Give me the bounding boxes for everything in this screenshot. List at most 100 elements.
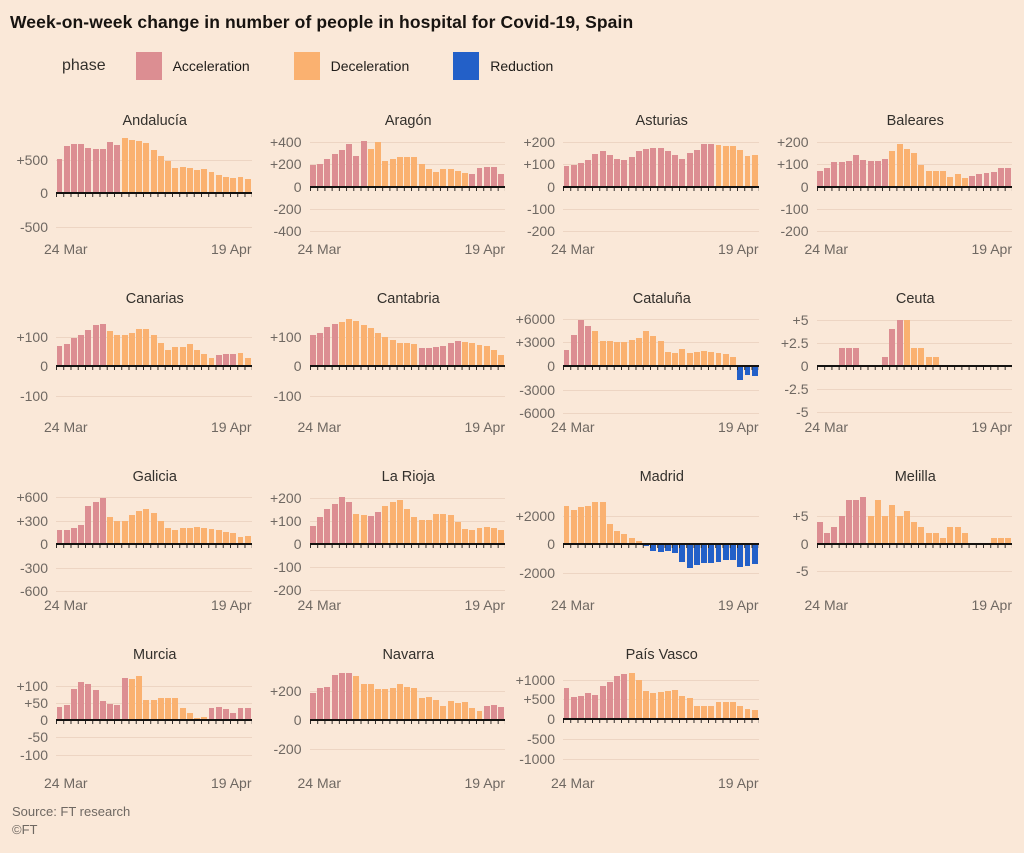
bar-cataluna-16	[672, 352, 679, 366]
bar-melilla-14	[911, 521, 918, 544]
panel-title: La Rioja	[381, 469, 435, 485]
bar-aragon-1	[310, 164, 316, 187]
gridline	[56, 226, 252, 228]
bar-murcia-19	[186, 713, 193, 721]
y-tick-label: +600	[16, 488, 48, 505]
bars	[563, 667, 759, 771]
bar-andalucia-23	[215, 175, 222, 194]
bar-canarias-17	[172, 347, 179, 367]
plot	[816, 133, 1012, 237]
bar-aragon-23	[469, 174, 476, 187]
bar-cataluna-21	[708, 351, 715, 366]
bar-baleares-12	[896, 144, 903, 187]
y-tick-label: +3000	[515, 334, 555, 351]
bar-andalucia-24	[223, 176, 229, 194]
x-label-end: 19 Apr	[464, 597, 505, 613]
gridline	[816, 571, 1012, 573]
bar-galicia-27	[244, 536, 251, 545]
bar-asturias-10	[628, 157, 635, 187]
bar-pais-vasco-12	[643, 691, 650, 720]
bar-ceuta-15	[918, 347, 925, 367]
bars	[310, 489, 506, 593]
bar-andalucia-8	[107, 142, 114, 194]
bar-andalucia-12	[136, 141, 143, 194]
bar-ceuta-11	[889, 329, 896, 367]
bar-asturias-16	[672, 155, 679, 187]
x-label-end: 19 Apr	[718, 597, 759, 613]
x-axis-labels: 24 Mar 19 Apr	[551, 597, 761, 613]
bar-madrid-19	[693, 544, 700, 566]
bar-navarra-3	[324, 687, 331, 720]
zero-axis-line	[56, 543, 252, 546]
bar-murcia-1	[56, 707, 63, 721]
zero-axis-line	[56, 192, 252, 195]
bar-navarra-7	[353, 675, 360, 720]
gridline	[56, 685, 252, 687]
y-tick-label: +2.5	[780, 335, 809, 352]
gridline	[816, 320, 1012, 322]
y-tick-label: -200	[273, 582, 302, 599]
panel-cataluna: Cataluña +6000 +3000 0 -3000 -6000 24 Mar 19 Ap…	[515, 289, 761, 439]
panel-title: Aragón	[384, 113, 432, 129]
bar-la-rioja-9	[367, 515, 374, 544]
panel-title: Navarra	[382, 647, 435, 663]
bar-galicia-8	[107, 516, 114, 545]
bar-baleares-21	[961, 178, 968, 187]
x-label-start: 24 Mar	[804, 419, 849, 435]
bar-asturias-3	[577, 163, 584, 187]
bar-galicia-26	[237, 537, 244, 545]
bar-canarias-27	[244, 358, 251, 367]
bar-la-rioja-26	[491, 527, 497, 544]
plot-area: +6000 +3000 0 -3000 -6000	[515, 311, 761, 421]
bar-aragon-8	[360, 141, 367, 187]
x-label-end: 19 Apr	[211, 775, 252, 791]
bar-canarias-11	[128, 332, 135, 367]
bar-baleares-7	[860, 159, 867, 187]
y-tick-label: +200	[269, 489, 302, 506]
plot	[56, 311, 252, 415]
bar-baleares-10	[882, 159, 889, 187]
gridline	[563, 679, 759, 681]
x-label-end: 19 Apr	[464, 775, 505, 791]
bar-murcia-6	[92, 689, 99, 721]
source-note: Source: FT research	[12, 804, 131, 819]
y-tick-label: 0	[800, 178, 809, 195]
bar-madrid-3	[577, 507, 584, 545]
bar-aragon-19	[440, 168, 447, 187]
bar-la-rioja-20	[447, 515, 454, 544]
bar-cataluna-1	[563, 350, 570, 366]
bar-baleares-3	[831, 162, 838, 187]
bar-baleares-11	[889, 150, 896, 187]
bar-asturias-9	[621, 159, 628, 187]
bar-murcia-18	[179, 708, 186, 721]
bar-murcia-24	[223, 709, 229, 721]
bar-galicia-5	[85, 505, 92, 545]
bar-andalucia-5	[85, 147, 92, 194]
y-tick-label: +500	[16, 151, 48, 168]
bar-cataluna-7	[606, 340, 613, 366]
x-axis-labels: 24 Mar 19 Apr	[44, 419, 254, 435]
bar-baleares-25	[990, 172, 997, 187]
bar-asturias-25	[737, 149, 744, 187]
bar-canarias-19	[186, 344, 193, 367]
bar-murcia-8	[107, 703, 114, 721]
bar-pais-vasco-1	[563, 688, 570, 720]
bar-la-rioja-23	[469, 529, 476, 544]
bar-baleares-26	[998, 168, 1004, 187]
y-tick-label: 0	[293, 712, 302, 729]
bar-melilla-13	[903, 510, 910, 544]
y-tick-label: -5	[796, 404, 809, 421]
gridline	[309, 749, 505, 751]
legend: phase Acceleration Deceleration Reductio…	[62, 51, 1014, 81]
bar-madrid-18	[686, 544, 693, 568]
bar-la-rioja-1	[310, 525, 316, 544]
panel-pais-vasco: País Vasco +1000 +500 0 -500 -1000 24 Mar 19 Ap…	[516, 645, 761, 795]
bar-la-rioja-24	[476, 528, 483, 544]
y-tick-label: -6000	[519, 405, 555, 422]
y-tick-label: -5	[796, 563, 809, 580]
gridline	[309, 141, 505, 143]
y-tick-label: -2000	[519, 564, 555, 581]
bars	[310, 311, 506, 415]
bar-pais-vasco-7	[606, 681, 613, 720]
x-tickmarks	[563, 367, 759, 370]
